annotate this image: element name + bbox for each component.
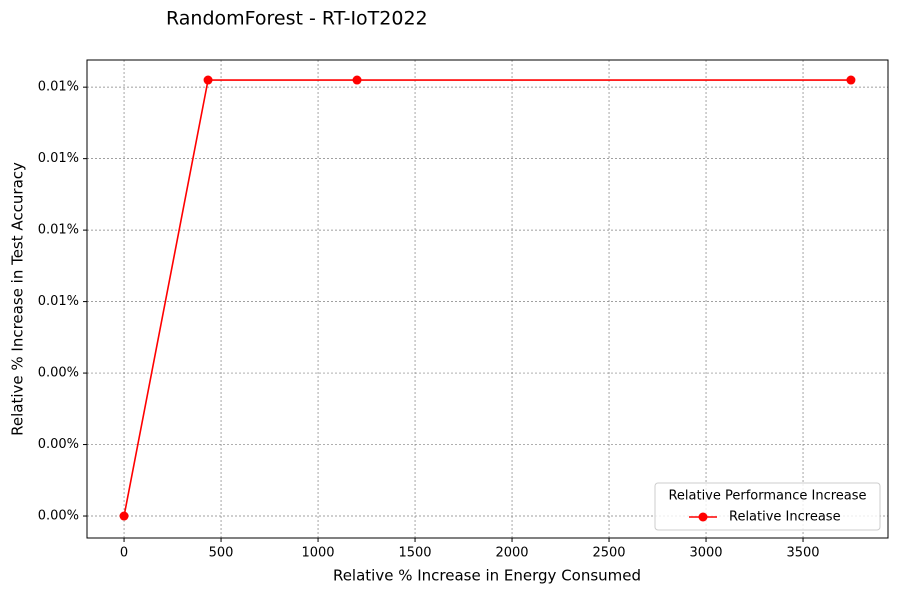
marker: [352, 75, 362, 85]
y-tick-label: 0.01%: [38, 80, 79, 95]
x-tick-label: 3000: [689, 546, 722, 561]
legend-title: Relative Performance Increase: [668, 489, 866, 504]
y-axis-label: Relative % Increase in Test Accuracy: [9, 162, 27, 436]
plot-frame: [86, 59, 889, 539]
y-tick-label: 0.01%: [38, 294, 79, 309]
x-tick-label: 2500: [592, 546, 625, 561]
marker: [119, 511, 129, 521]
x-tick-label: 500: [209, 546, 234, 561]
x-tick-label: 1000: [301, 546, 334, 561]
x-axis-label: Relative % Increase in Energy Consumed: [333, 567, 641, 585]
y-tick-label: 0.00%: [38, 437, 79, 452]
line: [123, 79, 851, 517]
marker: [203, 75, 213, 85]
x-tick-label: 0: [120, 546, 128, 561]
legend-box: [654, 482, 881, 531]
marker: [846, 75, 856, 85]
x-tick-label: 2000: [495, 546, 528, 561]
legend-label: Relative Increase: [729, 510, 841, 525]
y-tick-label: 0.00%: [38, 366, 79, 381]
y-tick-label: 0.01%: [38, 151, 79, 166]
x-tick-label: 1500: [398, 546, 431, 561]
chart-title: RandomForest - RT-IoT2022: [166, 8, 428, 30]
y-tick-label: 0.00%: [38, 509, 79, 524]
x-tick-label: 3500: [786, 546, 819, 561]
legend-marker: [698, 512, 708, 522]
y-tick-label: 0.01%: [38, 223, 79, 238]
